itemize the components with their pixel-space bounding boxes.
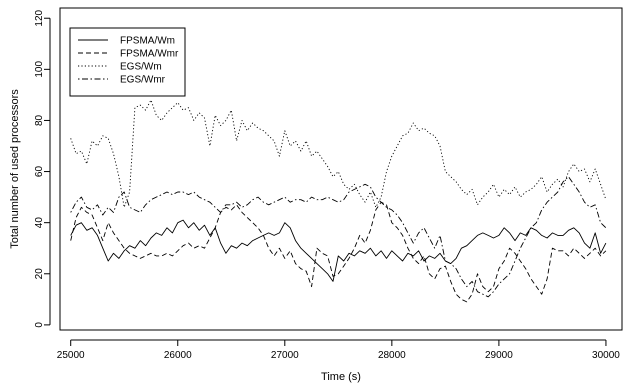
- series-line-egs-wmr: [70, 176, 607, 298]
- series-line-egs-wm: [70, 99, 607, 208]
- legend-label: FPSMA/Wm: [120, 36, 175, 47]
- legend-box: [69, 27, 186, 97]
- y-tick-label: 60: [34, 166, 45, 178]
- series-layer: [70, 99, 607, 303]
- x-tick-label: 27000: [271, 350, 299, 361]
- legend-label: EGS/Wm: [120, 62, 162, 73]
- y-tick-label: 120: [34, 9, 45, 26]
- legend-entries: FPSMA/Wm FPSMA/Wmr EGS/Wm EGS/Wmr: [78, 36, 179, 86]
- y-tick-label: 80: [34, 114, 45, 126]
- legend-label: EGS/Wmr: [120, 75, 166, 86]
- x-tick-label: 26000: [164, 350, 192, 361]
- y-axis-label: Total number of used processors: [9, 89, 21, 249]
- x-axis-label: Time (s): [321, 371, 361, 383]
- y-axis: 0 20 40 60 80 100 120: [34, 9, 51, 328]
- legend: FPSMA/Wm FPSMA/Wmr EGS/Wm EGS/Wmr: [69, 27, 186, 97]
- y-tick-label: 40: [34, 217, 45, 229]
- series-line-fpsma-wm: [70, 219, 607, 282]
- x-tick-label: 28000: [378, 350, 406, 361]
- x-tick-label: 30000: [592, 350, 620, 361]
- y-tick-label: 20: [34, 268, 45, 280]
- x-axis: 25000 26000 27000 28000 29000 30000: [57, 339, 620, 361]
- legend-label: FPSMA/Wmr: [120, 49, 179, 60]
- series-line-fpsma-wmr: [70, 201, 607, 303]
- x-tick-label: 25000: [57, 350, 85, 361]
- y-tick-label: 0: [34, 322, 45, 328]
- y-tick-label: 100: [34, 61, 45, 78]
- x-tick-label: 29000: [485, 350, 513, 361]
- plot-frame: [59, 7, 623, 331]
